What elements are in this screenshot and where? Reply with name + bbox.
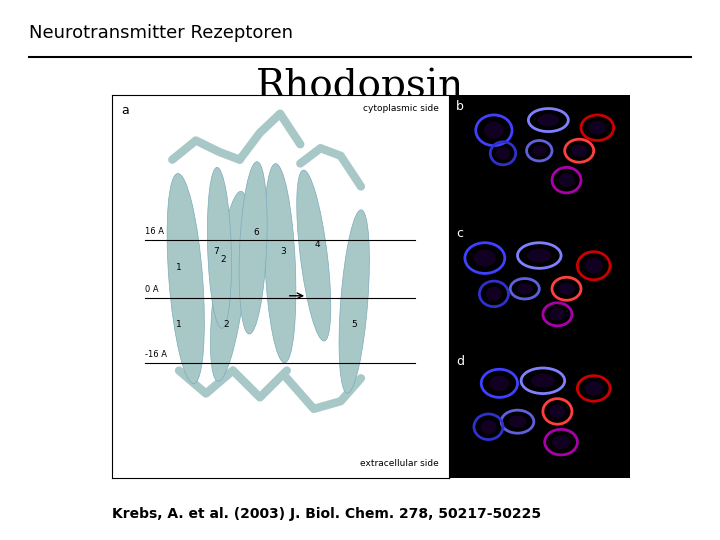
Ellipse shape [549,308,565,321]
Text: cytoplasmic side: cytoplasmic side [363,104,438,113]
Ellipse shape [490,376,509,391]
Ellipse shape [264,164,296,363]
Ellipse shape [496,147,510,160]
Ellipse shape [486,287,502,301]
Text: 1: 1 [176,320,182,329]
Text: 4: 4 [315,240,320,248]
Ellipse shape [239,161,267,334]
Text: a: a [122,104,130,117]
Ellipse shape [549,404,565,418]
Text: extracellular side: extracellular side [360,460,438,468]
Text: 6: 6 [253,228,259,237]
Ellipse shape [552,435,570,449]
Ellipse shape [484,122,504,139]
Ellipse shape [588,121,606,135]
Ellipse shape [508,415,526,428]
Text: d: d [456,355,464,368]
Ellipse shape [585,381,603,395]
Text: b: b [456,99,464,113]
Text: 0 A: 0 A [145,285,159,294]
Ellipse shape [207,167,231,328]
Ellipse shape [559,173,575,187]
Ellipse shape [339,210,369,393]
Ellipse shape [474,249,496,267]
Text: 3: 3 [281,247,287,256]
Ellipse shape [585,258,603,273]
Text: 5: 5 [351,320,357,329]
Text: 1: 1 [176,262,182,272]
Text: Krebs, A. et al. (2003) J. Biol. Chem. 278, 50217-50225: Krebs, A. et al. (2003) J. Biol. Chem. 2… [112,507,541,521]
Ellipse shape [571,144,588,157]
Ellipse shape [297,170,330,341]
Text: 2: 2 [220,255,225,264]
Text: 2: 2 [223,320,229,329]
Ellipse shape [517,283,533,294]
Ellipse shape [167,173,204,383]
Ellipse shape [559,282,575,295]
Text: 16 A: 16 A [145,227,164,237]
Ellipse shape [480,420,497,434]
Ellipse shape [531,374,555,388]
Text: Neurotransmitter Rezeptoren: Neurotransmitter Rezeptoren [29,24,293,42]
Ellipse shape [537,114,559,126]
Ellipse shape [527,248,552,262]
Ellipse shape [210,191,248,381]
Text: 7: 7 [213,247,219,256]
Ellipse shape [532,145,546,157]
Text: Rhodopsin: Rhodopsin [256,68,464,105]
Text: c: c [456,227,463,240]
Text: -16 A: -16 A [145,350,167,359]
